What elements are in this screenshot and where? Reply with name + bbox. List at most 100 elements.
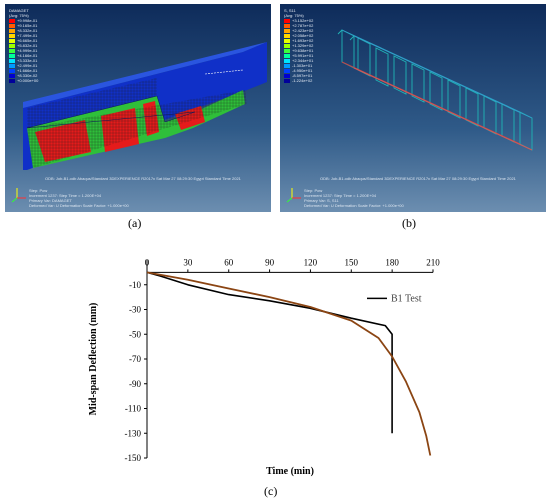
stirrups bbox=[337, 29, 533, 151]
panel-a-legend-value: +2.499e-01 bbox=[17, 63, 38, 68]
panel-b-legend-row: +2.787e+02 bbox=[284, 23, 328, 28]
panel-b-legend-swatch bbox=[284, 63, 290, 68]
x-axis-label: Time (min) bbox=[266, 466, 314, 477]
panel-b-legend-swatch bbox=[284, 73, 290, 78]
panel-b-legend-row: +2.058e+02 bbox=[284, 33, 328, 38]
axis-triad-icon bbox=[286, 188, 301, 203]
panel-b-legend: S, S11 (Avg: 75%) +3.152e+02 +2.787e+02 +2… bbox=[284, 8, 328, 83]
panel-a-legend-title: DAMAGET (Avg: 75%) bbox=[9, 8, 29, 18]
panel-a-legend-swatch bbox=[9, 63, 15, 68]
panel-a-legend-value: +8.330e-02 bbox=[17, 73, 38, 78]
panel-b-legend-swatch bbox=[284, 78, 290, 83]
panel-b-legend-value: +2.344e+01 bbox=[292, 58, 314, 63]
y-tick-label: -110 bbox=[125, 404, 142, 414]
panel-a-legend-swatch bbox=[9, 48, 15, 53]
panel-a-legend-value: +4.166e-01 bbox=[17, 53, 38, 58]
panel-b-legend-value: +3.152e+02 bbox=[292, 18, 314, 23]
panel-a-legend-swatch bbox=[9, 23, 15, 28]
deflection-chart: 0 30 60 90 120 150 180 210 -10 -30 -50 -70 -90 -110 -1… bbox=[88, 257, 440, 477]
panel-a-legend-swatch bbox=[9, 38, 15, 43]
panel-a-deformed-var-line: Deformed Var: U Deformation Scale Factor… bbox=[29, 203, 129, 208]
panel-b-legend-swatch bbox=[284, 48, 290, 53]
panel-a-legend-swatch bbox=[9, 73, 15, 78]
panel-b-legend-value: +5.991e+01 bbox=[292, 53, 314, 58]
panel-b-legend-row: -4.950e+01 bbox=[284, 68, 328, 73]
panel-a-legend-swatch bbox=[9, 68, 15, 73]
x-tick-label: 0 bbox=[145, 257, 150, 267]
x-tick-label: 150 bbox=[345, 257, 359, 267]
panel-a-legend-swatch bbox=[9, 28, 15, 33]
panel-b-legend-swatch bbox=[284, 58, 290, 63]
rebar-cage-model bbox=[337, 29, 533, 151]
panel-a-legend-row: +6.665e-01 bbox=[9, 38, 53, 43]
panel-b-legend-row: +2.423e+02 bbox=[284, 28, 328, 33]
panel-b-legend-value: +9.638e+01 bbox=[292, 48, 314, 53]
x-tick-label: 90 bbox=[265, 257, 275, 267]
panel-a-legend-swatch bbox=[9, 18, 15, 23]
panel-b-legend-title: S, S11 (Avg: 75%) bbox=[284, 8, 304, 18]
panel-b-legend-row: -8.597e+01 bbox=[284, 73, 328, 78]
panel-b-legend-row: +9.638e+01 bbox=[284, 48, 328, 53]
panel-a-legend-row: +7.499e-01 bbox=[9, 33, 53, 38]
panel-b-primary-var-line: Primary Var: S, S11 bbox=[304, 198, 339, 203]
panel-b-legend-row: +2.344e+01 bbox=[284, 58, 328, 63]
series-fe-model-line bbox=[146, 271, 432, 456]
panel-a-legend-value: +4.999e-01 bbox=[17, 48, 38, 53]
panel-b-legend-value: -1.224e+02 bbox=[292, 78, 313, 83]
panel-a-legend-value: +6.665e-01 bbox=[17, 38, 38, 43]
panel-b-legend-value: -1.303e+01 bbox=[292, 63, 313, 68]
panel-b-legend-row: +1.693e+02 bbox=[284, 38, 328, 43]
panel-a-legend-swatch bbox=[9, 43, 15, 48]
panel-b-step-line: Step: Pow bbox=[304, 188, 323, 193]
panel-b-legend-value: +2.058e+02 bbox=[292, 33, 314, 38]
panel-b-rebar-stress: S, S11 (Avg: 75%) +3.152e+02 +2.787e+02 +2… bbox=[280, 4, 546, 212]
panel-c-caption: (c) bbox=[264, 484, 278, 498]
panel-a-legend-value: +7.499e-01 bbox=[17, 33, 38, 38]
panel-a-legend-row: +8.330e-02 bbox=[9, 73, 53, 78]
panel-b-legend-row: +3.152e+02 bbox=[284, 18, 328, 23]
panel-a-legend-row: +1.666e-01 bbox=[9, 68, 53, 73]
panel-b-caption: (b) bbox=[402, 216, 416, 230]
x-tick-label: 60 bbox=[224, 257, 234, 267]
y-tick-label: -130 bbox=[125, 428, 142, 438]
panel-b-legend-value: -8.597e+01 bbox=[292, 73, 313, 78]
panel-a-legend-row: +8.332e-01 bbox=[9, 28, 53, 33]
panel-a-legend-row: +3.333e-01 bbox=[9, 58, 53, 63]
panel-a-legend-row: +4.166e-01 bbox=[9, 53, 53, 58]
panel-b-deformed-var-line: Deformed Var: U Deformation Scale Factor… bbox=[304, 203, 404, 208]
panel-b-legend-swatch bbox=[284, 68, 290, 73]
panel-a-caption: (a) bbox=[128, 216, 142, 230]
panel-a-legend-row: +0.000e+00 bbox=[9, 78, 53, 83]
panel-a-legend-value: +3.333e-01 bbox=[17, 58, 38, 63]
y-axis-label: Mid-span Deflection (mm) bbox=[88, 303, 99, 416]
panel-a-legend-row: +9.998e-01 bbox=[9, 18, 53, 23]
legend-b1-test-label: B1 Test bbox=[391, 293, 422, 304]
panel-a-legend-swatch bbox=[9, 78, 15, 83]
panel-b-legend-value: +2.787e+02 bbox=[292, 23, 314, 28]
panel-a-legend-value: +8.332e-01 bbox=[17, 28, 38, 33]
panel-b-legend-swatch bbox=[284, 33, 290, 38]
panel-a-legend-value: +0.000e+00 bbox=[17, 78, 39, 83]
panel-a-odb-line: ODB: Job-B1.odb Abaqus/Standard 3DEXPERI… bbox=[45, 176, 241, 181]
panel-a-legend-swatch bbox=[9, 58, 15, 63]
panel-a-legend-swatch bbox=[9, 33, 15, 38]
panel-b-legend-row: +1.329e+02 bbox=[284, 43, 328, 48]
panel-a-legend-row: +4.999e-01 bbox=[9, 48, 53, 53]
panel-b-odb-line: ODB: Job-B1.odb Abaqus/Standard 3DEXPERI… bbox=[320, 176, 516, 181]
panel-b-legend-swatch bbox=[284, 43, 290, 48]
panel-b-legend-value: +1.693e+02 bbox=[292, 38, 314, 43]
panel-a-legend-value: +9.998e-01 bbox=[17, 18, 38, 23]
panel-a-step-line: Step: Pow bbox=[29, 188, 48, 193]
panel-b-legend-row: -1.303e+01 bbox=[284, 63, 328, 68]
panel-b-legend-row: -1.224e+02 bbox=[284, 78, 328, 83]
axis-triad-icon bbox=[11, 188, 26, 203]
panel-b-legend-swatch bbox=[284, 28, 290, 33]
x-tick-label: 180 bbox=[385, 257, 399, 267]
beam-damage-model bbox=[23, 42, 267, 170]
panel-a-legend-row: +5.832e-01 bbox=[9, 43, 53, 48]
panel-a-primary-var-line: Primary Var: DAMAGET bbox=[29, 198, 72, 203]
panel-a-legend-row: +9.165e-01 bbox=[9, 23, 53, 28]
panel-b-legend-swatch bbox=[284, 18, 290, 23]
y-tick-label: -150 bbox=[125, 453, 142, 463]
x-tick-label: 120 bbox=[304, 257, 318, 267]
